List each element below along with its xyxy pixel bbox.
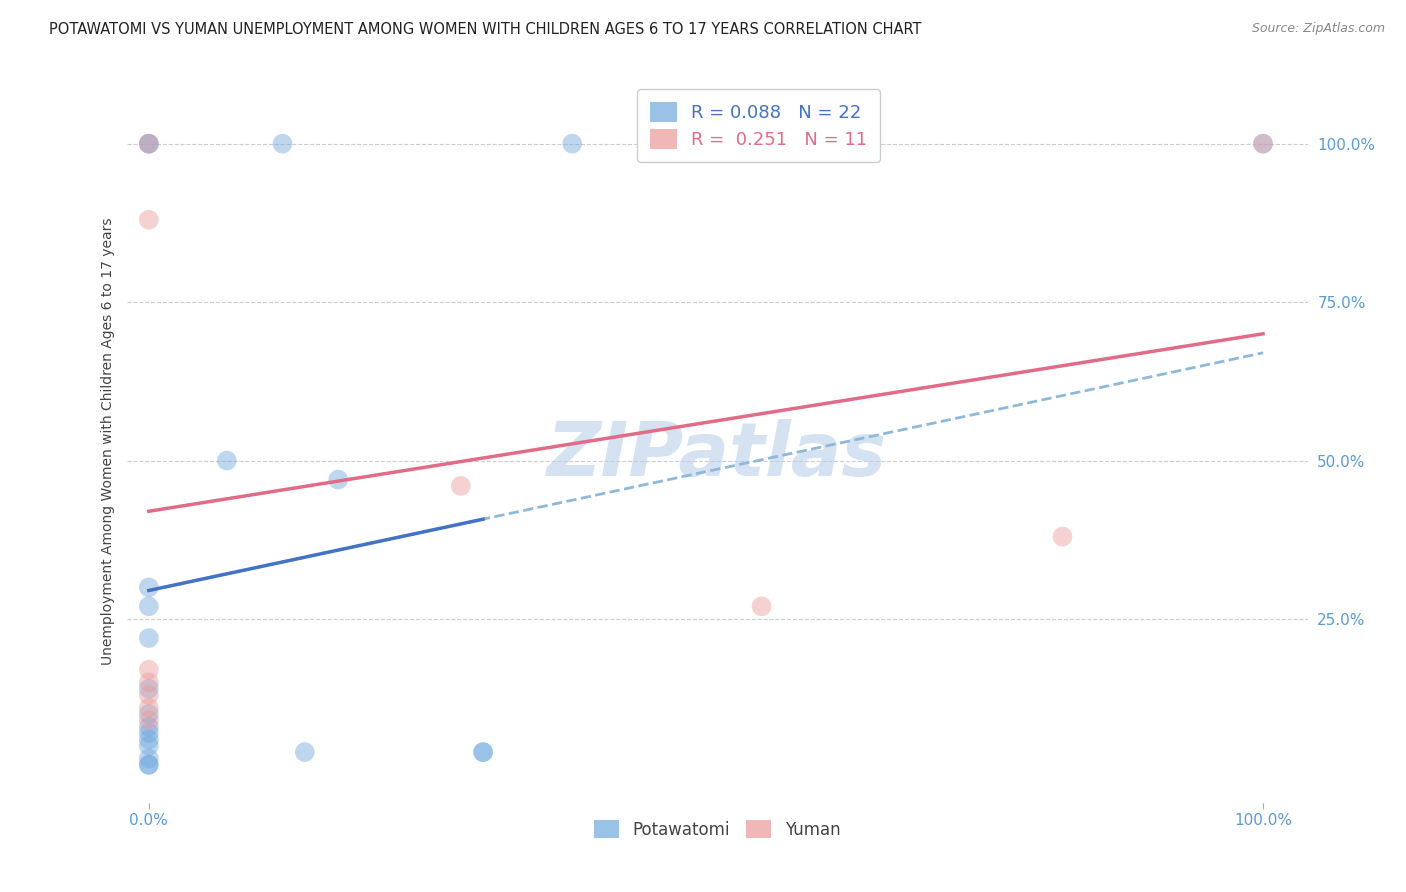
Point xyxy=(215,453,238,467)
Point xyxy=(751,599,773,614)
Point xyxy=(450,479,472,493)
Point xyxy=(472,745,495,759)
Point xyxy=(1251,136,1274,151)
Point xyxy=(1052,530,1074,544)
Point xyxy=(138,739,160,753)
Point xyxy=(138,726,160,740)
Legend: Potawatomi, Yuman: Potawatomi, Yuman xyxy=(583,811,851,848)
Point xyxy=(328,473,350,487)
Point xyxy=(138,663,160,677)
Point xyxy=(138,631,160,645)
Point xyxy=(138,688,160,702)
Point xyxy=(138,732,160,747)
Point xyxy=(138,136,160,151)
Point xyxy=(271,136,294,151)
Point xyxy=(138,675,160,690)
Point xyxy=(138,720,160,734)
Y-axis label: Unemployment Among Women with Children Ages 6 to 17 years: Unemployment Among Women with Children A… xyxy=(101,218,115,665)
Point xyxy=(138,757,160,772)
Point xyxy=(138,751,160,765)
Point xyxy=(138,580,160,594)
Point xyxy=(561,136,583,151)
Point xyxy=(138,681,160,696)
Text: POTAWATOMI VS YUMAN UNEMPLOYMENT AMONG WOMEN WITH CHILDREN AGES 6 TO 17 YEARS CO: POTAWATOMI VS YUMAN UNEMPLOYMENT AMONG W… xyxy=(49,22,922,37)
Point xyxy=(1251,136,1274,151)
Text: ZIPatlas: ZIPatlas xyxy=(547,419,887,492)
Point xyxy=(138,212,160,227)
Point xyxy=(138,700,160,714)
Text: Source: ZipAtlas.com: Source: ZipAtlas.com xyxy=(1251,22,1385,36)
Point xyxy=(138,599,160,614)
Point xyxy=(472,745,495,759)
Point xyxy=(138,136,160,151)
Point xyxy=(138,757,160,772)
Point xyxy=(138,136,160,151)
Point xyxy=(294,745,316,759)
Point xyxy=(138,714,160,728)
Point xyxy=(138,707,160,722)
